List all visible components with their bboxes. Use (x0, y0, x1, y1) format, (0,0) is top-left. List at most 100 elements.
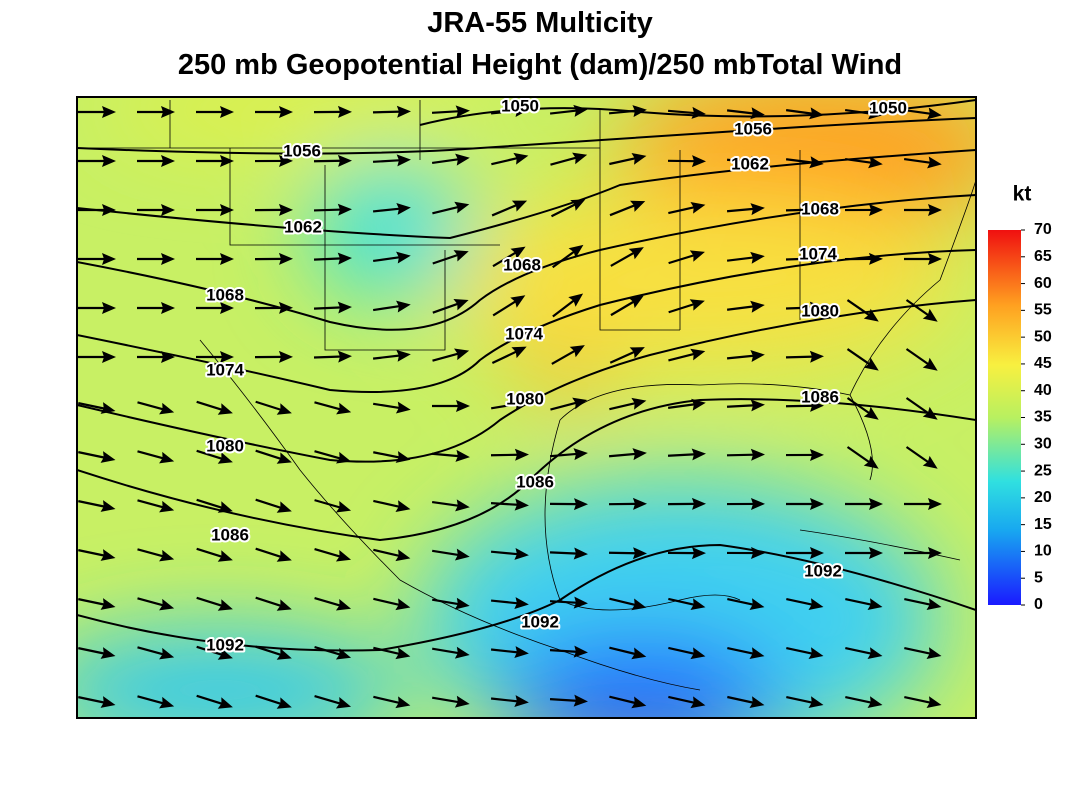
arrow-head (514, 498, 529, 511)
arrow-shaft (846, 446, 872, 464)
arrow-shaft (314, 450, 342, 460)
arrow-shaft (667, 109, 697, 115)
wind-arrow (491, 398, 529, 411)
arrow-head (750, 350, 765, 362)
wind-arrow (845, 598, 883, 610)
arrow-shaft (196, 400, 224, 412)
arrow-head (691, 497, 706, 510)
arrow-head (750, 107, 765, 120)
arrow-head (568, 244, 584, 258)
arrow-head (276, 452, 292, 464)
arrow-shaft (550, 202, 578, 218)
arrow-shaft (492, 250, 518, 268)
arrow-head (219, 203, 234, 216)
arrow-head (160, 105, 175, 118)
wind-arrow (314, 401, 352, 415)
arrow-shaft (785, 109, 815, 115)
arrow-shaft (844, 158, 874, 164)
wind-arrow (550, 152, 588, 166)
arrow-shaft (490, 502, 520, 506)
arrow-head (336, 451, 352, 464)
wind-arrow (431, 449, 470, 462)
wind-arrow (549, 448, 588, 461)
wind-arrow (786, 646, 824, 659)
arrow-shaft (549, 649, 579, 653)
arrow-head (219, 252, 234, 265)
arrow-shaft (491, 203, 519, 217)
arrow-head (691, 448, 706, 461)
arrow-head (335, 697, 352, 709)
wind-arrow (77, 203, 116, 216)
wind-arrow (549, 645, 588, 658)
wind-arrow (608, 448, 647, 461)
contour-label: 1062 (284, 217, 322, 236)
wind-arrow (254, 203, 293, 216)
arrow-head (863, 455, 879, 469)
wind-arrow (78, 647, 116, 659)
wind-arrow (254, 350, 293, 363)
arrow-head (278, 252, 293, 265)
arrow-head (573, 694, 588, 707)
arrow-shaft (255, 449, 283, 461)
arrow-head (572, 152, 588, 165)
arrow-head (337, 301, 352, 314)
arrow-shaft (905, 348, 931, 366)
arrow-shaft (491, 402, 519, 410)
arrow-shaft (786, 646, 814, 656)
arrow-head (454, 348, 470, 361)
arrow-head (809, 547, 824, 560)
wind-arrow (844, 107, 883, 120)
arrow-shaft (786, 695, 814, 705)
wind-arrow (549, 547, 588, 560)
arrow-head (276, 697, 292, 709)
arrow-head (514, 695, 529, 708)
arrow-shaft (255, 694, 283, 706)
wind-arrow (726, 300, 765, 313)
wind-arrow (313, 252, 352, 265)
arrow-head (454, 597, 470, 610)
colorbar-label: kt (1013, 183, 1032, 206)
arrow-head (454, 201, 470, 214)
wind-arrow (609, 397, 647, 411)
wind-arrow (785, 350, 824, 363)
arrow-head (335, 599, 352, 611)
arrow-shaft (490, 550, 520, 556)
wind-arrow (372, 202, 411, 215)
wind-arrow (492, 295, 526, 317)
wind-arrow (195, 154, 234, 167)
wind-arrow (314, 450, 352, 464)
arrow-head (455, 105, 470, 118)
arrow-head (690, 696, 706, 709)
wind-arrow (255, 645, 292, 660)
arrow-head (808, 647, 824, 659)
arrow-head (749, 647, 765, 659)
arrow-shaft (432, 352, 460, 362)
arrow-head (632, 547, 647, 560)
wind-arrow (196, 596, 233, 611)
wind-arrow (431, 499, 470, 512)
arrow-head (395, 500, 411, 513)
colorbar-tick-label: 70 (1034, 221, 1052, 238)
wind-arrow (432, 250, 469, 265)
arrow-head (511, 346, 527, 359)
arrow-shaft (78, 500, 106, 508)
arrow-head (159, 402, 175, 415)
arrow-head (160, 350, 175, 363)
arrow-shaft (846, 299, 872, 317)
arrow-shaft (372, 304, 402, 312)
arrow-shaft (313, 355, 343, 359)
wind-arrow (431, 400, 470, 413)
arrow-head (455, 499, 470, 512)
wind-arrow (78, 598, 116, 610)
contour-label: 1086 (211, 525, 249, 544)
arrow-head (276, 599, 292, 611)
arrow-head (100, 500, 116, 512)
wind-arrow (195, 301, 234, 314)
arrow-head (217, 648, 233, 660)
arrow-shaft (785, 158, 815, 164)
arrow-shaft (551, 349, 577, 365)
wind-arrow (610, 247, 644, 267)
wind-arrow (785, 497, 824, 510)
wind-arrow (490, 105, 529, 117)
arrow-shaft (373, 451, 401, 459)
